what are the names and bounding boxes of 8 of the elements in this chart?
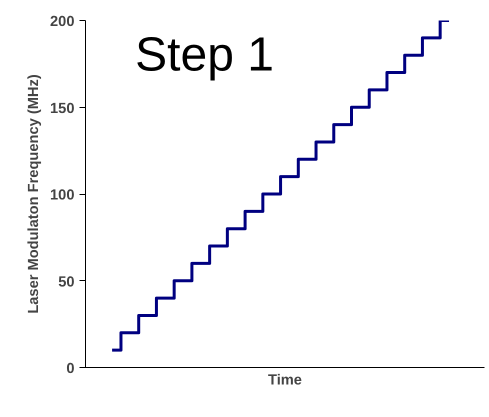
y-tick-label: 50: [58, 274, 75, 290]
y-tick-label: 100: [50, 188, 75, 204]
annotation: Step 1: [135, 28, 274, 82]
y-tick-label: 200: [50, 14, 75, 30]
y-tick-label: 150: [50, 100, 75, 117]
y-tick-label: 0: [66, 361, 75, 377]
x-axis-title: Time: [268, 372, 302, 388]
y-axis-title: Laser Modulaton Frequency (MHz): [26, 74, 42, 314]
